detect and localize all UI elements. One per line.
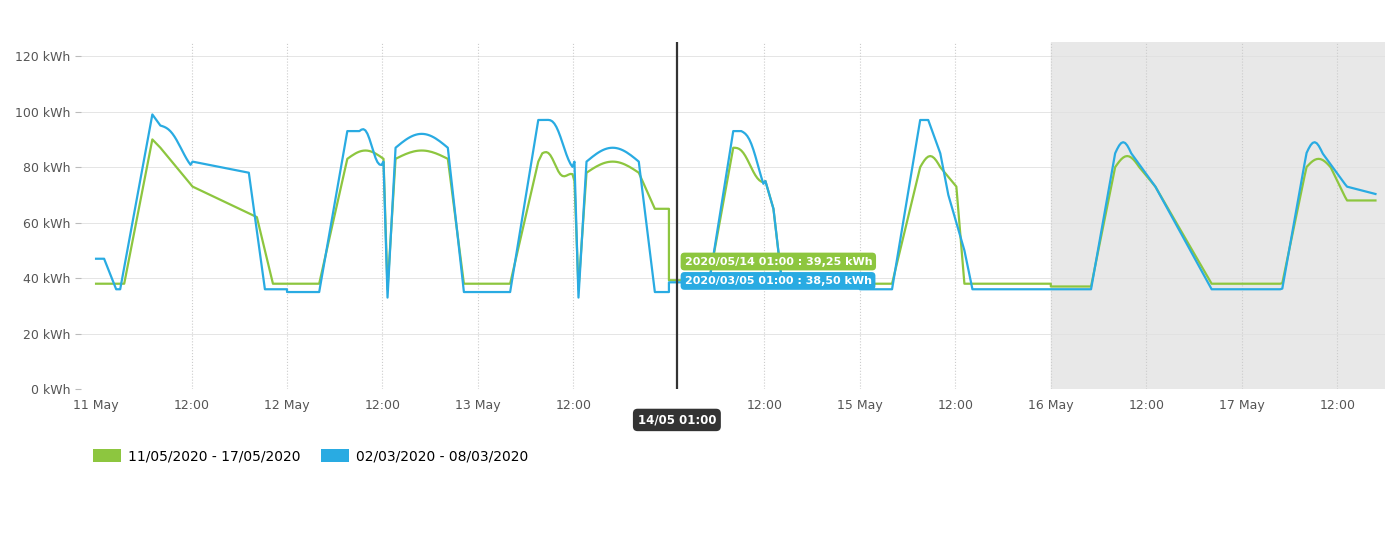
Legend: 11/05/2020 - 17/05/2020, 02/03/2020 - 08/03/2020: 11/05/2020 - 17/05/2020, 02/03/2020 - 08… <box>88 443 533 469</box>
Bar <box>1051 42 1385 389</box>
Text: 2020/05/14 01:00 : 39,25 kWh: 2020/05/14 01:00 : 39,25 kWh <box>685 257 872 266</box>
Text: 14/05 01:00: 14/05 01:00 <box>637 413 717 426</box>
Text: 2020/03/05 01:00 : 38,50 kWh: 2020/03/05 01:00 : 38,50 kWh <box>685 276 872 286</box>
